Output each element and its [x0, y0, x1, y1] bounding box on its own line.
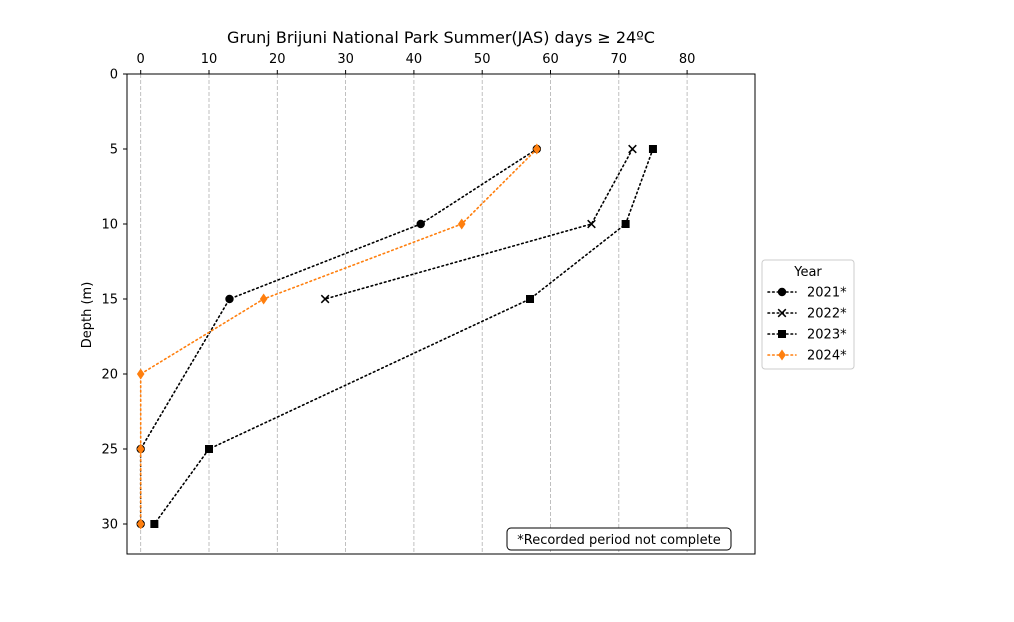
- data-point: [259, 293, 268, 305]
- legend-label: 2021*: [807, 286, 847, 301]
- chart-title: Grunj Brijuni National Park Summer(JAS) …: [227, 28, 655, 47]
- y-tick-label: 25: [101, 443, 118, 458]
- data-point: [621, 220, 630, 228]
- data-point: [526, 295, 535, 303]
- data-point: [648, 145, 657, 153]
- y-tick-label: 30: [101, 518, 118, 533]
- annotation-text: *Recorded period not complete: [517, 533, 721, 548]
- legend-marker: [778, 330, 786, 338]
- x-tick-label: 60: [542, 52, 559, 67]
- series-line: [324, 148, 634, 300]
- data-point: [136, 368, 145, 380]
- y-axis: 0 5 10 15 20 25 30: [101, 68, 127, 533]
- x-tick-label: 40: [406, 52, 423, 67]
- legend-item: 2021*: [767, 286, 847, 301]
- data-point: [457, 218, 466, 230]
- y-tick-label: 0: [110, 68, 118, 83]
- legend-marker: [777, 287, 787, 297]
- series-line: [153, 148, 654, 525]
- series-2023: [150, 145, 657, 528]
- y-tick-label: 5: [110, 143, 118, 158]
- y-tick-label: 10: [101, 218, 118, 233]
- y-tick-label: 20: [101, 368, 118, 383]
- x-tick-label: 10: [201, 52, 218, 67]
- data-point: [587, 219, 596, 229]
- data-point: [150, 520, 159, 528]
- legend-marker: [778, 349, 786, 361]
- legend-items: 2021* 2022* 2023* 2024*: [767, 286, 847, 364]
- x-tick-label: 20: [269, 52, 286, 67]
- legend-frame: [761, 259, 855, 370]
- x-tick-label: 0: [137, 52, 145, 67]
- legend-item: 2024*: [767, 349, 847, 364]
- data-point: [136, 518, 145, 530]
- data-point: [320, 294, 330, 304]
- series-line: [139, 148, 538, 525]
- plot-frame: [126, 73, 756, 555]
- legend-label: 2023*: [807, 328, 847, 343]
- legend-marker: [777, 308, 787, 318]
- series-2022: [320, 144, 637, 304]
- data-point: [416, 219, 425, 229]
- data-point: [205, 445, 213, 453]
- legend-item: 2022*: [767, 307, 847, 322]
- annotation-box: *Recorded period not complete: [506, 527, 732, 551]
- data-point: [225, 294, 234, 304]
- x-axis: 0 10 20 30 40 50 60 70 80: [137, 52, 696, 74]
- x-tick-label: 70: [611, 52, 628, 67]
- x-tick-label: 80: [679, 52, 696, 67]
- data-point: [136, 443, 145, 455]
- legend-label: 2024*: [807, 349, 847, 364]
- y-axis-label: Depth (m): [80, 282, 95, 349]
- data-point: [533, 143, 541, 155]
- series-2021: [136, 144, 542, 529]
- series-2024: [136, 143, 541, 530]
- y-tick-label: 15: [101, 293, 118, 308]
- legend-label: 2022*: [807, 307, 847, 322]
- x-tick-label: 50: [474, 52, 491, 67]
- series-group: [136, 143, 657, 530]
- series-line: [139, 148, 538, 525]
- x-tick-label: 30: [337, 52, 354, 67]
- legend-title: Year: [793, 265, 822, 280]
- data-point: [628, 144, 637, 154]
- legend-item: 2023*: [767, 328, 847, 343]
- grid-lines: [140, 74, 688, 554]
- annotation-frame: [506, 527, 732, 551]
- legend: Year 2021* 2022* 2023* 2024*: [761, 259, 855, 370]
